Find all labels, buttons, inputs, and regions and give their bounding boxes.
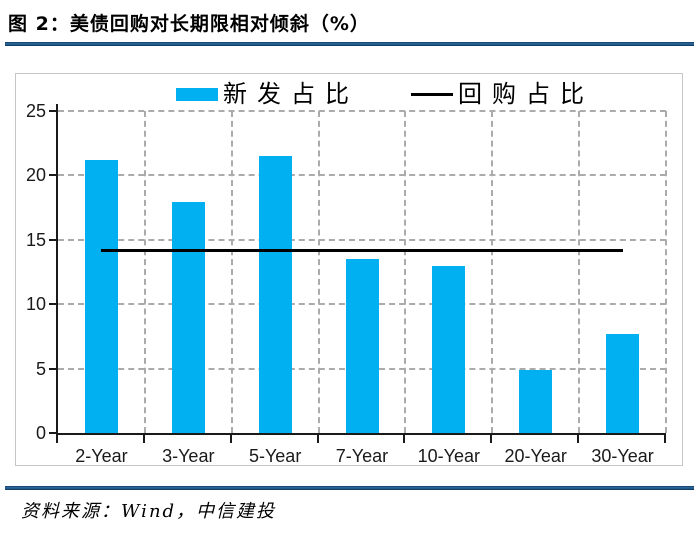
y-tick-5 [49, 367, 56, 370]
bar-2-Year [84, 159, 118, 433]
y-tick-20 [49, 174, 56, 177]
x-tick-0 [56, 435, 58, 443]
y-tick-10 [49, 303, 56, 306]
y-tick-0 [49, 432, 56, 434]
gridline-y-20 [58, 174, 666, 177]
chart-legend: 新发占比 回购占比 [176, 82, 594, 106]
bar-20-Year [519, 369, 553, 433]
y-tick-label-20: 20 [25, 165, 46, 186]
x-tick-1 [142, 435, 145, 443]
repo-share-line [101, 248, 623, 252]
x-label-3-Year: 3-Year [162, 446, 215, 466]
y-axis [56, 104, 58, 435]
x-label-5-Year: 5-Year [248, 446, 302, 466]
y-tick-label-0: 0 [35, 423, 46, 443]
gridline-x-3 [317, 111, 320, 433]
legend-item-line-series: 回购占比 [411, 82, 594, 106]
bar-series-swatch [176, 87, 218, 101]
x-label-7-Year: 7-Year [335, 446, 389, 466]
legend-item-bar-series: 新发占比 [176, 82, 359, 106]
bar-7-Year [345, 259, 379, 433]
gridline-x-1 [143, 111, 146, 433]
x-tick-7 [664, 435, 666, 443]
x-axis [56, 433, 666, 435]
x-tick-5 [490, 435, 493, 443]
line-series-swatch [411, 92, 453, 96]
x-tick-4 [403, 435, 406, 443]
x-label-20-Year: 20-Year [504, 446, 567, 466]
x-label-30-Year: 30-Year [591, 446, 654, 466]
gridline-x-6 [578, 111, 581, 433]
gridline-x-4 [404, 111, 407, 433]
plot-area: 0 5 10 15 20 25 2-Year 3-Year 5-Year 7-Year 10-Yea… [16, 74, 682, 466]
y-tick-label-25: 25 [25, 101, 46, 121]
bar-10-Year [432, 265, 466, 433]
y-tick-label-10: 10 [25, 294, 46, 315]
bar-5-Year [258, 156, 292, 433]
bar-30-Year [606, 333, 640, 433]
y-tick-15 [49, 238, 56, 241]
title-divider [5, 42, 694, 46]
line-series-label: 回购占比 [458, 80, 594, 108]
bar-series-label: 新发占比 [223, 80, 359, 108]
source-note: 资料来源：Wind，中信建投 [21, 501, 277, 522]
figure-title: 图 2：美债回购对长期限相对倾斜（%） [8, 13, 370, 35]
x-label-10-Year: 10-Year [417, 446, 481, 466]
gridline-y-15 [58, 238, 666, 241]
gridline-y-25 [58, 110, 666, 112]
y-tick-label-5: 5 [35, 358, 46, 379]
footer-divider [5, 486, 694, 490]
x-tick-2 [229, 435, 232, 443]
gridline-x-2 [230, 111, 233, 433]
gridline-x-5 [491, 111, 494, 433]
x-tick-6 [577, 435, 580, 443]
gridline-x-7 [665, 111, 667, 433]
chart-card: 新发占比 回购占比 0 5 10 15 20 25 2-Year 3-Year 5-Year 7-… [15, 73, 683, 466]
y-tick-label-15: 15 [25, 229, 46, 250]
x-label-2-Year: 2-Year [75, 446, 128, 466]
x-tick-3 [316, 435, 319, 443]
bar-3-Year [171, 202, 205, 433]
y-tick-25 [49, 110, 56, 112]
